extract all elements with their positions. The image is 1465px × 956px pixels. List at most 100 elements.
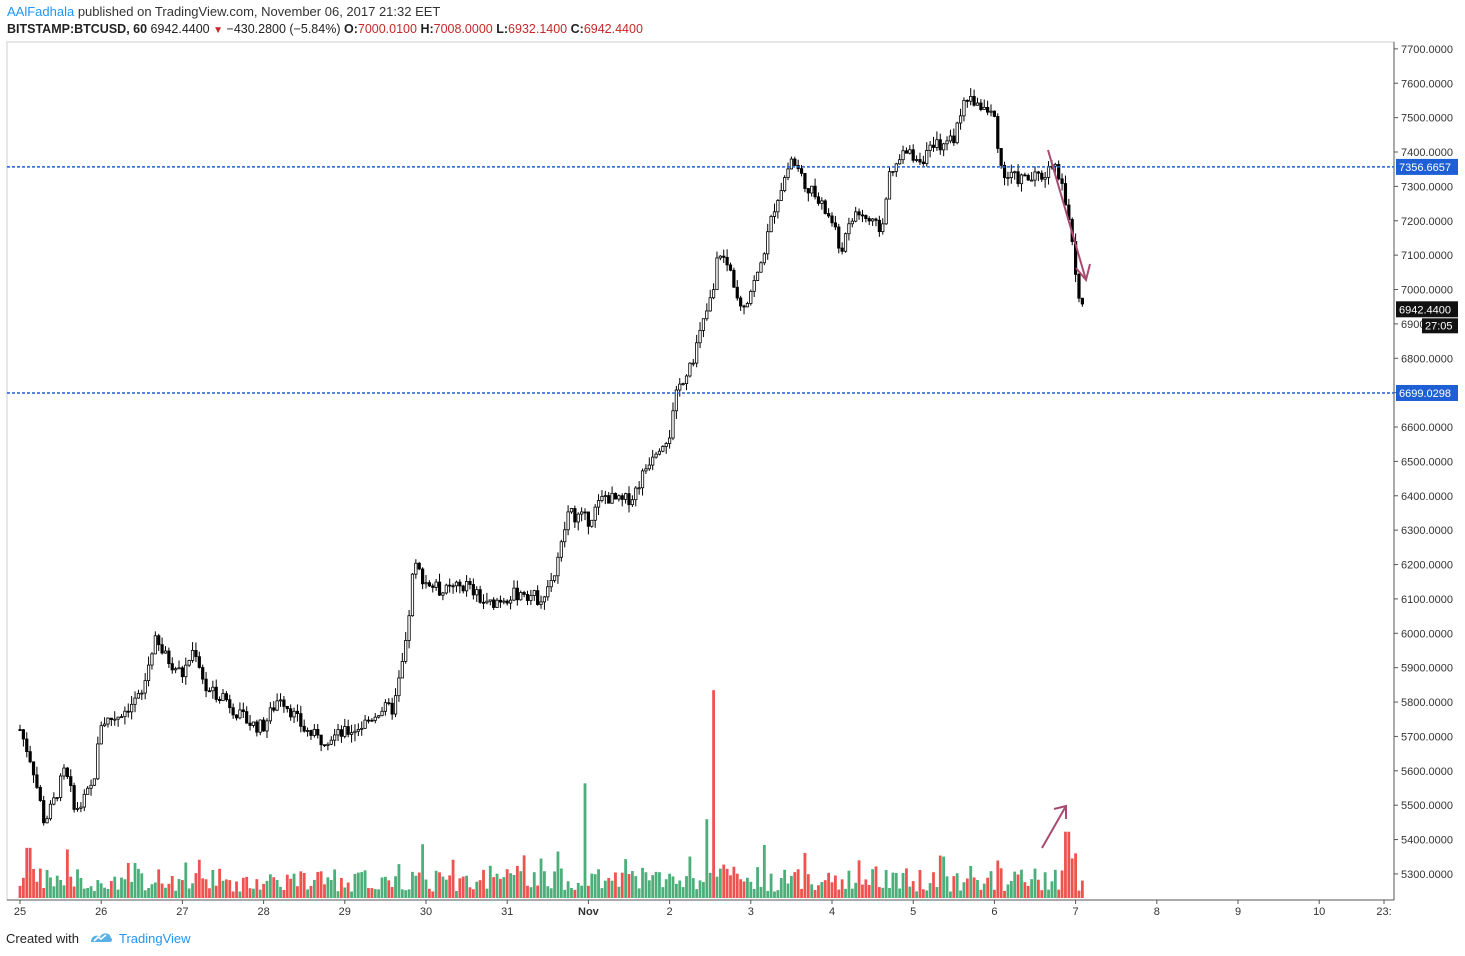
- volume-bar: [996, 860, 1000, 898]
- candle-body: [373, 716, 377, 721]
- candle: [952, 128, 956, 146]
- candle-body: [681, 383, 685, 385]
- candle-body: [607, 495, 611, 504]
- candle-body: [471, 584, 475, 596]
- candle: [779, 182, 783, 201]
- candle-body: [925, 150, 929, 165]
- candle-body: [231, 707, 235, 716]
- volume-bar: [526, 885, 529, 898]
- candle: [251, 721, 256, 728]
- candle: [938, 133, 942, 155]
- candle-body: [295, 710, 300, 714]
- candle: [871, 217, 875, 226]
- symbol-name[interactable]: BITSTAMP:BTCUSD, 60: [7, 22, 148, 36]
- volume-bar: [329, 880, 333, 898]
- symbol-legend: BITSTAMP:BTCUSD, 60 6942.4400 ▼ −430.280…: [7, 22, 643, 36]
- volume-bar: [861, 884, 864, 898]
- volume-bar: [72, 886, 76, 898]
- candle: [762, 252, 766, 266]
- tradingview-link[interactable]: TradingView: [118, 931, 191, 946]
- candle: [539, 595, 543, 609]
- candle-body: [397, 677, 401, 697]
- candle: [813, 178, 817, 200]
- candle: [624, 492, 628, 504]
- candle-body: [590, 519, 594, 527]
- author-link[interactable]: AAlFadhala: [7, 4, 75, 19]
- volume-bar: [201, 878, 205, 898]
- candle: [461, 584, 465, 594]
- volume-bar: [871, 869, 874, 898]
- volume-bar: [766, 890, 770, 898]
- tradingview-logo-icon[interactable]: [89, 930, 113, 947]
- volume-bar: [400, 889, 404, 898]
- y-tick-label: 6200.0000: [1401, 560, 1453, 572]
- volume-bar: [208, 888, 211, 898]
- volume-bar: [18, 885, 22, 898]
- candle: [925, 142, 929, 167]
- candle: [590, 519, 594, 528]
- volume-bar: [986, 877, 990, 898]
- candle-body: [928, 144, 932, 151]
- volume-bar: [779, 878, 783, 898]
- volume-bar: [928, 883, 932, 898]
- candle-body: [759, 262, 763, 273]
- candle-body: [786, 168, 790, 178]
- candle: [898, 154, 902, 165]
- volume-bar: [800, 888, 803, 898]
- volume-bar: [790, 875, 793, 898]
- plot-frame: [6, 41, 1395, 901]
- candle: [218, 696, 222, 704]
- volume-bar: [1009, 880, 1013, 898]
- candle: [1053, 162, 1057, 173]
- level-label-box: [1396, 158, 1458, 175]
- open-label: O:: [343, 22, 358, 36]
- candle-body: [955, 122, 959, 144]
- candle: [170, 657, 174, 674]
- candle: [654, 451, 658, 459]
- volume-bar: [559, 868, 563, 898]
- volume-bar: [776, 890, 780, 898]
- candle-body: [887, 171, 892, 200]
- candle-body: [962, 99, 966, 117]
- open-value: 7000.0100: [357, 22, 417, 36]
- candle-body: [150, 653, 154, 666]
- candle-body: [316, 729, 320, 736]
- candle: [316, 723, 320, 739]
- candle-body: [678, 383, 682, 391]
- candle: [857, 208, 861, 220]
- candle: [241, 702, 245, 719]
- candle: [728, 262, 733, 272]
- volume-bar: [664, 879, 668, 898]
- candle-body: [163, 650, 168, 654]
- volume-bar: [52, 886, 56, 898]
- candle-body: [157, 635, 161, 646]
- candle: [684, 374, 689, 391]
- volume-bar: [441, 876, 445, 898]
- candle: [343, 718, 347, 739]
- volume-bar: [850, 888, 854, 898]
- volume-bar: [289, 878, 293, 898]
- candle: [803, 172, 807, 193]
- candle: [319, 734, 323, 752]
- volume-bar: [184, 862, 188, 898]
- candle: [918, 152, 922, 165]
- volume-bar: [762, 844, 766, 898]
- candle-body: [877, 219, 881, 233]
- candle-body: [512, 587, 516, 601]
- candle-body: [1040, 172, 1044, 180]
- volume-bar: [417, 872, 421, 898]
- candle-body: [935, 139, 939, 148]
- volume-bar: [891, 872, 895, 898]
- volume-bar: [1033, 868, 1037, 898]
- volume-bar: [241, 877, 245, 898]
- volume-bar: [671, 876, 675, 898]
- volume-bar: [387, 880, 391, 898]
- candle-body: [275, 700, 279, 711]
- volume-bar: [901, 873, 905, 898]
- candle-body: [113, 718, 117, 721]
- candle-body: [613, 492, 618, 500]
- volume-bar: [796, 869, 800, 898]
- candle: [1036, 170, 1040, 182]
- candle: [671, 402, 675, 441]
